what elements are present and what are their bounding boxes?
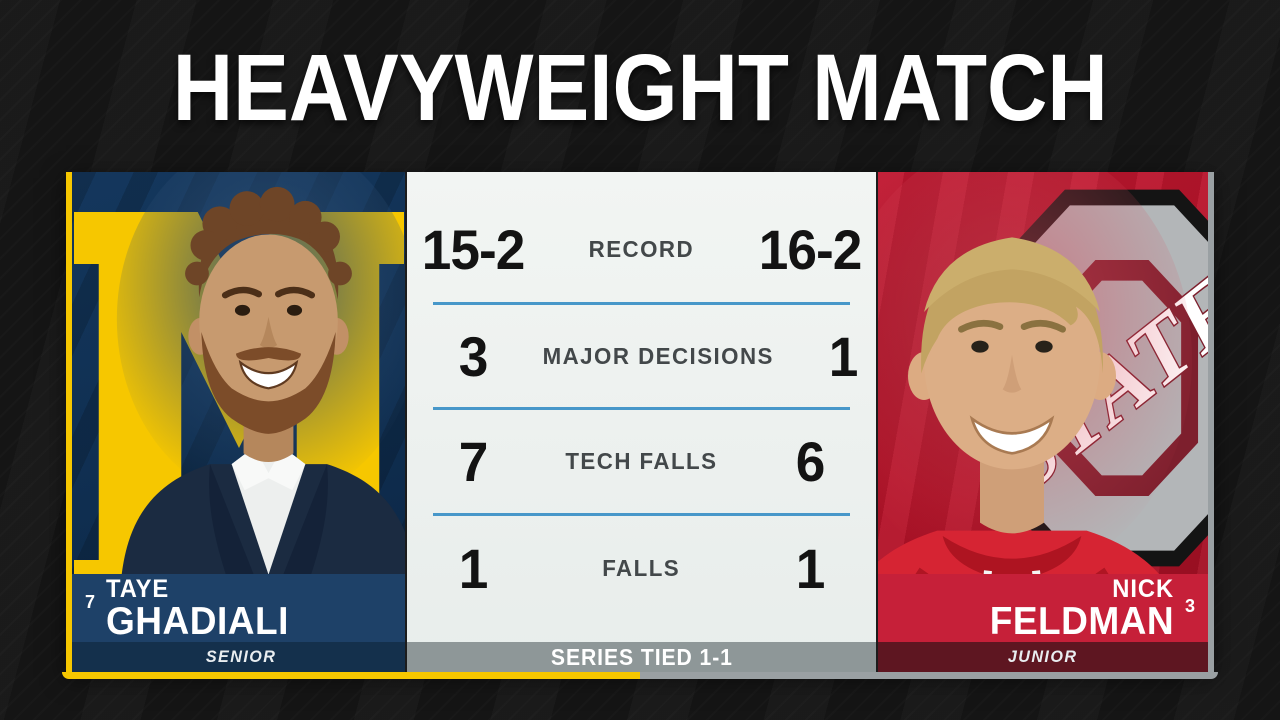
tech-falls-left-value: 7 bbox=[458, 430, 489, 493]
left-class-bar: SENIOR bbox=[72, 642, 405, 672]
stat-divider bbox=[433, 407, 850, 410]
record-right-value: 16-2 bbox=[758, 217, 863, 281]
series-bar: SERIES TIED 1-1 bbox=[407, 642, 876, 672]
major-decisions-right-value: 1 bbox=[829, 324, 859, 388]
right-seed: 3 bbox=[1184, 596, 1195, 616]
stat-row-major-decisions: 3 MAJOR DECISIONS 1 bbox=[407, 305, 876, 407]
right-last-name: FELDMAN bbox=[989, 600, 1174, 643]
stat-row-record: 15-2 RECORD 16-2 bbox=[407, 172, 876, 302]
match-title: HEAVYWEIGHT MATCH bbox=[0, 35, 1280, 141]
stat-row-falls: 1 FALLS 1 bbox=[407, 516, 876, 642]
right-class-year: JUNIOR bbox=[1008, 647, 1078, 666]
stats-panel: 15-2 RECORD 16-2 3 MAJOR DECISIONS 1 7 T… bbox=[405, 172, 878, 672]
left-name-plate: 7 TAYE GHADIALI bbox=[72, 574, 405, 642]
series-note: SERIES TIED 1-1 bbox=[550, 643, 733, 670]
right-wrestler-panel: STATE bbox=[878, 172, 1214, 672]
match-title-text: HEAVYWEIGHT MATCH bbox=[172, 34, 1108, 141]
falls-right-value: 1 bbox=[795, 536, 826, 600]
major-decisions-left-value: 3 bbox=[458, 324, 489, 388]
major-decisions-label: MAJOR DECISIONS bbox=[542, 342, 774, 369]
left-class-year: SENIOR bbox=[206, 647, 277, 666]
left-first-name: TAYE bbox=[106, 575, 170, 603]
matchup-card: 7 TAYE GHADIALI SENIOR 15-2 RECORD 16-2 … bbox=[66, 172, 1214, 672]
left-wrestler-panel: 7 TAYE GHADIALI SENIOR bbox=[66, 172, 405, 672]
bottom-accent-strip bbox=[62, 672, 1218, 679]
record-label: RECORD bbox=[588, 235, 695, 262]
falls-label: FALLS bbox=[602, 554, 681, 581]
stat-divider bbox=[433, 513, 850, 516]
left-seed: 7 bbox=[85, 592, 96, 612]
stat-divider bbox=[433, 302, 850, 305]
falls-left-value: 1 bbox=[458, 536, 489, 600]
left-wrestler-photo bbox=[116, 172, 405, 579]
left-last-name: GHADIALI bbox=[106, 600, 289, 643]
stat-row-tech-falls: 7 TECH FALLS 6 bbox=[407, 410, 876, 513]
right-class-bar: JUNIOR bbox=[878, 642, 1208, 672]
right-name-plate: NICK FELDMAN 3 bbox=[878, 574, 1208, 642]
tech-falls-right-value: 6 bbox=[795, 430, 826, 493]
record-left-value: 15-2 bbox=[421, 217, 526, 281]
tech-falls-label: TECH FALLS bbox=[565, 448, 718, 474]
right-first-name: NICK bbox=[1112, 575, 1174, 603]
